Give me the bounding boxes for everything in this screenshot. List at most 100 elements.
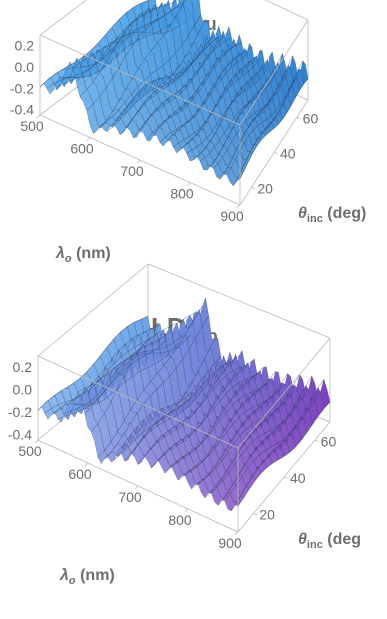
x-axis-label: λo (nm) [55,245,111,265]
surface-mesh-line [139,37,232,132]
surface-mesh-line [57,340,167,420]
chart-panel-0: LDtru0.20.0-0.2-0.4500600700800900204060… [10,0,366,265]
surface-mesh-line [171,382,270,467]
surface-mesh-line [146,43,237,141]
surface-mesh-line [84,334,191,414]
z-tick-label: 0.0 [15,59,35,75]
box-edge-front-3 [37,355,239,449]
box-edge-back-5 [147,263,331,339]
y-tick-label: 60 [321,433,337,449]
z-tick-label: -0.2 [8,404,32,420]
surface-mesh-line [204,374,300,498]
surface-mesh-line [164,367,264,474]
surface-mesh-line [226,75,299,175]
surface-mesh-line [211,393,306,494]
x-tick-label: 600 [70,141,94,157]
surface-mesh-line [97,305,203,458]
surface-mesh-line [37,316,149,411]
y-tick-label: 40 [280,146,296,162]
surface-mesh-line [217,375,313,506]
y-tick-mark [253,513,258,516]
surface-mesh-line [79,0,179,98]
surface-mesh-line [51,324,161,416]
surface-mesh-line [199,71,278,162]
y-tick-mark [283,476,289,479]
surface-mesh-line [153,42,242,136]
surface-mesh-line [126,35,222,128]
surface-mesh-line [144,364,246,457]
x-tick-mark [184,508,189,513]
surface-mesh-line [224,396,319,501]
surface-mesh-line [231,379,325,512]
x-tick-label: 900 [218,535,242,551]
x-tick-mark [34,439,39,444]
surface-mesh-line [159,53,247,143]
surface-mesh-line [191,373,288,490]
x-tick-mark [86,137,91,141]
x-tick-label: 900 [220,208,244,224]
surface-mesh-line [71,342,179,406]
surface-mesh-line [137,355,240,465]
z-tick-label: -0.4 [8,426,32,442]
surface-mesh-line [219,55,293,180]
surface-mesh-line [173,62,258,148]
surface-mesh-line [186,68,268,154]
x-tick-mark [186,182,191,186]
surface-mesh-line [46,17,161,89]
surface [37,297,331,512]
box-edge-front-4 [237,337,331,449]
y-tick-label: 20 [259,507,275,523]
surface-mesh-line [73,24,181,68]
surface-mesh-line [233,60,304,187]
y-tick-label: 60 [303,111,319,127]
box-edge-front-4 [239,19,309,126]
x-tick-label: 800 [168,512,192,528]
surface-mesh-line [53,2,166,91]
x-tick-label: 700 [118,489,142,505]
surface-mesh-line [117,355,222,452]
surface-mesh-line [64,330,173,414]
surface-mesh-line [179,50,263,151]
surface-mesh-line [99,14,202,127]
x-tick-label: 800 [170,186,194,202]
surface-mesh-line [237,401,331,507]
x-tick-mark [236,204,241,209]
y-tick-mark [251,187,256,189]
surface-mesh-line [166,46,253,142]
surface-mesh-line [44,335,155,414]
z-tick-label: -0.2 [10,80,34,96]
surface-mesh-line [86,0,187,111]
surface-mesh-line [93,0,186,134]
surface-mesh-line [177,371,276,481]
box-edge-back-6 [39,0,87,36]
surface-mesh-line [213,73,288,169]
y-tick-mark [314,439,319,442]
surface-mesh-line [239,78,309,180]
z-tick-label: 0.2 [15,38,35,54]
x-tick-mark [36,114,41,119]
surface-mesh-line [197,390,294,485]
surface-mesh-line [206,53,283,171]
x-tick-mark [134,485,139,490]
surface [39,0,309,187]
surface-mesh-line [193,51,273,161]
surface-mesh-line [39,0,150,88]
surface-mesh-line [59,24,171,78]
y-tick-mark [273,152,279,154]
surface-mesh-line [157,374,258,461]
x-axis-label: λo (nm) [59,567,115,587]
surface-mesh-line [131,361,233,455]
surface-mesh-line [104,315,209,459]
z-tick-label: -0.4 [10,102,34,118]
x-tick-label: 500 [20,118,44,134]
z-tick-label: 0.0 [13,382,33,398]
x-tick-mark [136,159,141,164]
surface-mesh-line [77,332,185,393]
y-tick-label: 20 [257,181,273,197]
x-tick-mark [84,462,89,467]
box-edge-front-3 [39,34,241,126]
x-tick-label: 500 [18,443,42,459]
y-axis-label: θinc (deg) [298,205,366,225]
surface-mesh-line [111,339,215,463]
